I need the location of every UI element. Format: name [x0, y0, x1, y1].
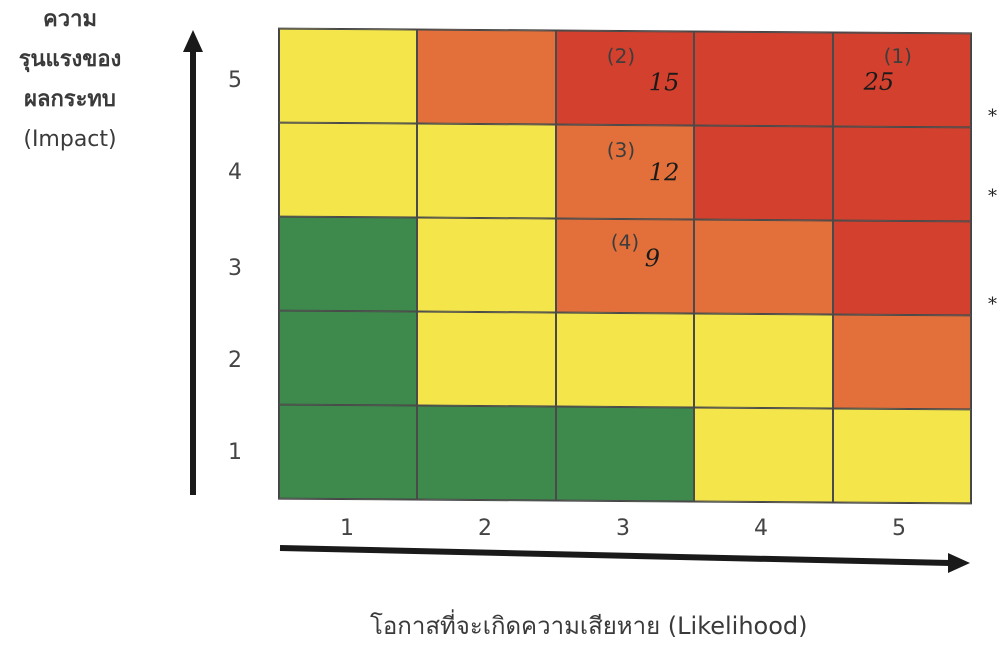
- matrix-cell-impact3-likelihood3: (4) 9: [555, 218, 695, 314]
- margin-mark-3: *: [988, 294, 997, 315]
- x-tick-1: 1: [340, 516, 354, 541]
- x-axis-arrow-line: [279, 545, 951, 566]
- matrix-cell-impact5-likelihood2: [417, 29, 556, 125]
- matrix-cell-impact1-likelihood5: [832, 408, 971, 504]
- margin-mark-1: *: [988, 106, 997, 127]
- matrix-cell-impact1-likelihood4: [694, 407, 833, 503]
- x-tick-2: 2: [478, 516, 492, 541]
- matrix-cell-impact3-likelihood4: [694, 219, 833, 315]
- risk-score-handwritten-a1: 25: [863, 67, 895, 96]
- matrix-cell-impact4-likelihood4: [694, 125, 833, 221]
- x-tick-5: 5: [892, 516, 906, 541]
- matrix-cell-impact1-likelihood3: [555, 406, 695, 502]
- y-axis-title: ความ รุนแรงของ ผลกระทบ (Impact): [0, 0, 140, 160]
- risk-label-a3: (3): [606, 137, 636, 163]
- matrix-cell-impact4-likelihood1: [279, 122, 418, 218]
- y-axis-title-line2: รุนแรงของ: [18, 47, 122, 72]
- risk-label-a4: (4): [610, 229, 640, 255]
- y-tick-5: 5: [228, 68, 242, 93]
- y-axis-arrow-head: [183, 30, 203, 52]
- y-tick-4: 4: [228, 160, 242, 185]
- matrix-cell-impact2-likelihood1: [279, 310, 418, 406]
- matrix-cell-impact4-likelihood2: [417, 123, 556, 219]
- y-axis-title-line4: (Impact): [23, 127, 117, 152]
- risk-score-handwritten-a3: 12: [648, 158, 680, 187]
- matrix-cell-impact3-likelihood1: [279, 216, 418, 312]
- matrix-cell-impact2-likelihood2: [417, 311, 556, 407]
- matrix-cell-impact4-likelihood3: (3) 12: [555, 124, 695, 220]
- y-axis-title-line1: ความ: [43, 7, 97, 32]
- matrix-cell-impact4-likelihood5: [832, 126, 971, 222]
- matrix-cell-impact1-likelihood2: [417, 405, 556, 501]
- matrix-cell-impact2-likelihood5: [832, 314, 971, 410]
- matrix-cell-impact3-likelihood5: [832, 220, 971, 316]
- margin-mark-2: *: [988, 186, 997, 207]
- risk-label-a1: (1): [883, 43, 912, 69]
- matrix-cell-impact5-likelihood5: (1) 25: [832, 32, 971, 128]
- risk-score-handwritten-a2: 15: [648, 68, 680, 97]
- risk-matrix: (2) 15 (1) 25 (3) 12 (4) 9: [278, 27, 972, 505]
- matrix-cell-impact1-likelihood1: [279, 404, 418, 500]
- matrix-cell-impact5-likelihood4: [694, 31, 833, 127]
- y-tick-3: 3: [228, 256, 242, 281]
- risk-score-handwritten-a4: 9: [644, 244, 661, 273]
- matrix-cell-impact2-likelihood4: [694, 313, 833, 409]
- y-tick-2: 2: [228, 348, 242, 373]
- x-tick-3: 3: [616, 516, 630, 541]
- y-axis-title-line3: ผลกระทบ: [24, 87, 116, 112]
- x-axis-arrow-head: [948, 553, 970, 573]
- matrix-cell-impact5-likelihood3: (2) 15: [555, 30, 695, 126]
- x-tick-4: 4: [754, 516, 768, 541]
- matrix-cell-impact3-likelihood2: [417, 217, 556, 313]
- matrix-cell-impact5-likelihood1: [279, 28, 418, 124]
- matrix-cell-impact2-likelihood3: [555, 312, 695, 408]
- risk-label-a2: (2): [606, 43, 636, 69]
- y-tick-1: 1: [228, 440, 242, 465]
- x-axis-title: โอกาสที่จะเกิดความเสียหาย (Likelihood): [370, 612, 808, 640]
